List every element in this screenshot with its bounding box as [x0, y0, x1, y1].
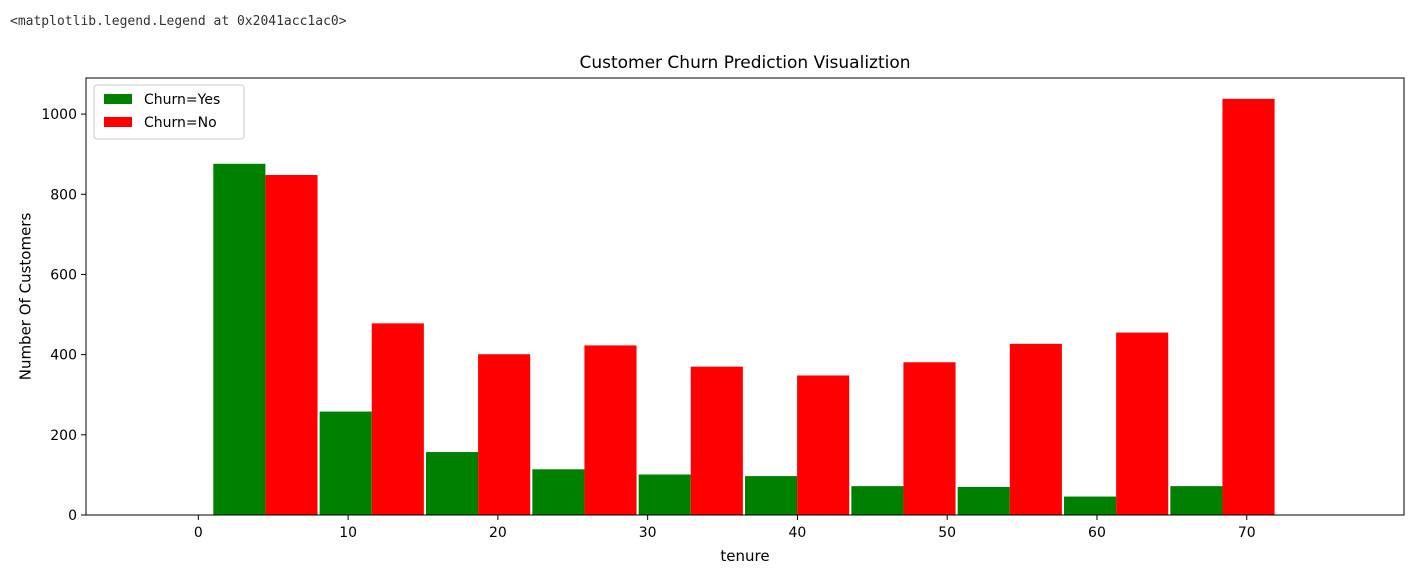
x-tick-label: 60: [1088, 525, 1106, 541]
bar-churn-no-2: [478, 354, 531, 515]
bar-churn-no-7: [1009, 343, 1062, 515]
y-tick-label: 1000: [41, 107, 77, 123]
bar-churn-no-5: [797, 375, 850, 515]
axes-frame: [85, 77, 1405, 516]
y-tick-label: 0: [68, 508, 77, 524]
bar-churn-no-1: [371, 323, 424, 515]
x-tick-label: 50: [938, 525, 956, 541]
x-tick-label: 10: [339, 525, 357, 541]
x-axis-label: tenure: [720, 547, 769, 565]
x-tick-label: 40: [789, 525, 807, 541]
legend-swatch: [104, 94, 132, 104]
x-tick-label: 70: [1238, 525, 1256, 541]
y-tick-label: 200: [50, 428, 77, 444]
bar-churn-no-4: [690, 366, 743, 515]
legend-label: Churn=Yes: [144, 92, 220, 108]
cell-output-text: <matplotlib.legend.Legend at 0x2041acc1a…: [10, 14, 347, 29]
bar-churn-no-8: [1116, 332, 1169, 515]
bar-churn-yes-4: [638, 474, 691, 515]
y-tick-label: 400: [50, 348, 77, 364]
bar-churn-yes-2: [425, 452, 479, 515]
y-ticks-group: 0 200 400 600 800 1000: [41, 107, 86, 524]
bar-churn-yes-9: [1170, 486, 1223, 515]
legend-label: Churn=No: [144, 115, 217, 131]
y-axis-label: Number Of Customers: [16, 213, 34, 381]
chart-title: Customer Churn Prediction Visualiztion: [579, 53, 910, 73]
x-tick-label: 0: [194, 525, 203, 541]
legend: Churn=Yes Churn=No: [93, 84, 245, 140]
bar-churn-yes-8: [1064, 496, 1117, 515]
legend-swatch: [104, 117, 132, 127]
bar-churn-no-3: [584, 345, 637, 515]
y-tick-label: 800: [50, 187, 77, 203]
bar-churn-no-0: [265, 175, 318, 515]
x-tick-label: 30: [639, 525, 657, 541]
x-tick-label: 20: [489, 525, 507, 541]
bar-churn-no-9: [1222, 98, 1275, 515]
bar-churn-yes-7: [957, 486, 1010, 515]
bar-churn-yes-1: [319, 411, 372, 515]
bar-churn-yes-5: [745, 476, 798, 515]
bars-group: [213, 98, 1275, 515]
bar-churn-yes-0: [213, 163, 266, 515]
x-ticks-group: 0 10 20 30 40 50 60 70: [194, 515, 1256, 541]
bar-churn-no-6: [903, 362, 956, 515]
bar-churn-yes-6: [851, 486, 904, 515]
bar-churn-yes-3: [532, 469, 585, 515]
y-tick-label: 600: [50, 267, 77, 283]
